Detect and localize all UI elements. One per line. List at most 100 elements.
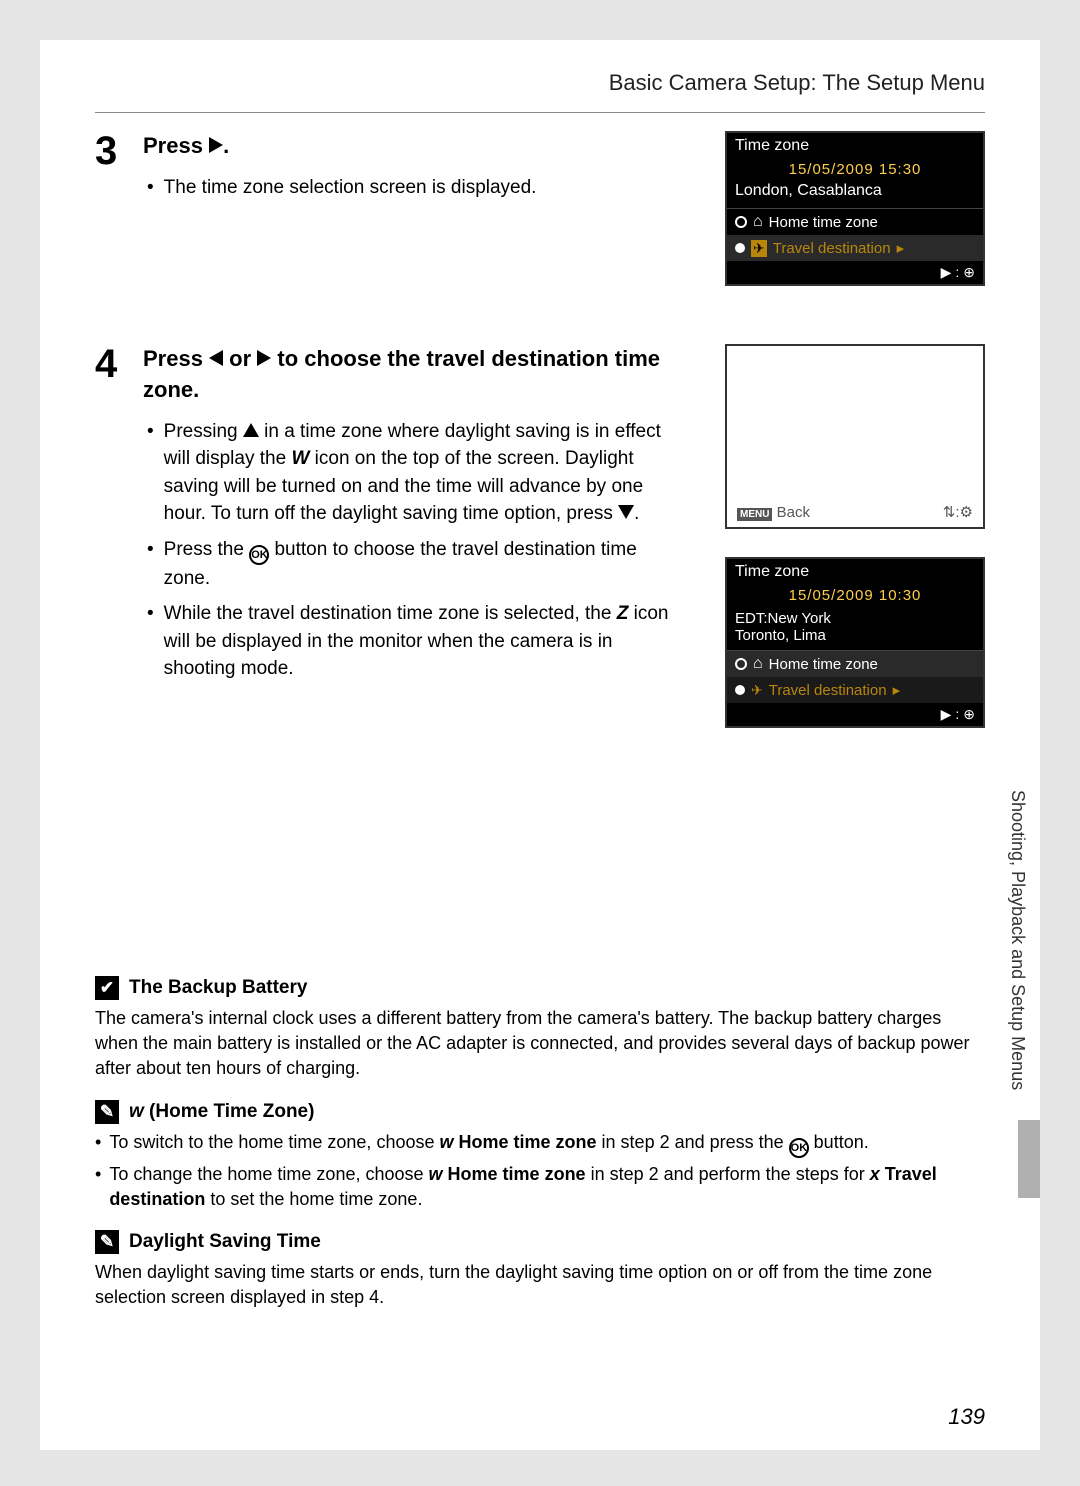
divider [95, 112, 985, 113]
step-body: Press . The time zone selection screen i… [143, 131, 687, 314]
bullet-text: While the travel destination time zone i… [164, 600, 687, 683]
back-label: Back [777, 504, 810, 521]
bold: Home time zone [448, 1164, 586, 1184]
up-arrow-icon [243, 423, 259, 437]
lcd-column: MENU Back ⇅:⚙ Time zone 15/05/2009 10:30… [725, 344, 985, 756]
heading-text: The Backup Battery [129, 977, 307, 999]
bullet-text: The time zone selection screen is displa… [164, 174, 687, 202]
ok-button-icon: OK [789, 1138, 809, 1158]
plane-icon: ✈ [751, 682, 763, 699]
x-symbol: x [870, 1164, 880, 1184]
t: in step 2 and press the [597, 1132, 789, 1152]
note-body: When daylight saving time starts or ends… [95, 1260, 985, 1310]
bullet-text: Press the OK button to choose the travel… [164, 536, 687, 593]
radio-icon [735, 658, 747, 670]
updown-icon: ⇅:⚙ [943, 503, 973, 521]
label: Home time zone [769, 214, 878, 231]
t: Pressing [164, 421, 243, 442]
lcd-location-2: Toronto, Lima [727, 627, 983, 650]
page-number: 139 [948, 1404, 985, 1430]
menu-back: MENU Back [737, 504, 810, 521]
step-heading: Press . [143, 131, 687, 162]
lcd-footer: ▶:⊕ [727, 703, 983, 726]
lcd-bottom-bar: MENU Back ⇅:⚙ [727, 497, 983, 527]
label: Travel destination [773, 240, 891, 257]
lcd-travel-option: ✈ Travel destination ▸ [727, 235, 983, 261]
lcd-location: London, Casablanca [727, 180, 983, 208]
ok-button-icon: OK [249, 545, 269, 565]
note-heading-home: ✎ w (Home Time Zone) [95, 1100, 985, 1124]
chevron-right-icon: ▸ [897, 239, 905, 257]
globe-icon: ⊕ [963, 264, 975, 281]
globe-icon: ⊕ [963, 706, 975, 723]
w-symbol: w [129, 1101, 144, 1122]
t: While the travel destination time zone i… [164, 603, 617, 624]
lcd-blank-screen: MENU Back ⇅:⚙ [725, 344, 985, 529]
step-text: Pressing in a time zone where daylight s… [143, 418, 687, 683]
step-number: 3 [95, 131, 125, 314]
heading-text: w (Home Time Zone) [129, 1101, 314, 1123]
step-3: 3 Press . The time zone selection screen… [95, 131, 985, 314]
play-icon: ▶ [941, 264, 952, 281]
w-symbol: W [291, 448, 309, 469]
lcd-home-option: ⌂ Home time zone [727, 650, 983, 677]
side-section-label: Shooting, Playback and Setup Menus [1007, 790, 1028, 1090]
note-heading-backup: ✔ The Backup Battery [95, 976, 985, 1000]
left-arrow-icon [209, 350, 223, 366]
bold: Home time zone [459, 1132, 597, 1152]
step-body: Press or to choose the travel destinatio… [143, 344, 687, 756]
lcd-footer: ▶:⊕ [727, 261, 983, 284]
t: . [634, 503, 639, 524]
down-arrow-icon [618, 505, 634, 519]
lcd-title: Time zone [727, 133, 983, 159]
z-symbol: Z [617, 603, 629, 624]
bullet-text: To change the home time zone, choose w H… [109, 1162, 985, 1212]
step-number: 4 [95, 344, 125, 756]
lcd-screen-1: Time zone 15/05/2009 15:30 London, Casab… [725, 131, 985, 286]
right-arrow-icon [257, 350, 271, 366]
home-icon: ⌂ [753, 213, 763, 231]
text: Press [143, 133, 209, 158]
menu-tag: MENU [737, 508, 772, 521]
t: in step 2 and perform the steps for [586, 1164, 870, 1184]
lcd-title: Time zone [727, 559, 983, 585]
step-text: The time zone selection screen is displa… [143, 174, 687, 202]
t: ⇅ [943, 504, 956, 521]
bullet-text: Pressing in a time zone where daylight s… [164, 418, 687, 528]
right-arrow-icon [209, 137, 223, 153]
lcd-location-1: EDT:New York [727, 606, 983, 627]
t: (Home Time Zone) [144, 1101, 315, 1122]
lcd-travel-option: ✈ Travel destination ▸ [727, 677, 983, 703]
manual-page: Basic Camera Setup: The Setup Menu 3 Pre… [40, 40, 1040, 1450]
label: Home time zone [769, 656, 878, 673]
plane-icon: ✈ [751, 240, 767, 257]
w-symbol: w [429, 1164, 443, 1184]
t: To switch to the home time zone, choose [109, 1132, 439, 1152]
header-title: Basic Camera Setup: The Setup Menu [95, 70, 985, 106]
pencil-icon: ✎ [95, 1100, 119, 1124]
step-4: 4 Press or to choose the travel destinat… [95, 344, 985, 756]
check-icon: ✔ [95, 976, 119, 1000]
lcd-date: 15/05/2009 15:30 [727, 159, 983, 180]
lcd-home-option: ⌂ Home time zone [727, 208, 983, 235]
t: button. [809, 1132, 869, 1152]
note-body: The camera's internal clock uses a diffe… [95, 1006, 985, 1082]
note-body: To switch to the home time zone, choose … [95, 1130, 985, 1212]
home-icon: ⌂ [753, 655, 763, 673]
w-symbol: w [439, 1132, 453, 1152]
radio-icon [735, 216, 747, 228]
pencil-icon: ✎ [95, 1230, 119, 1254]
text: . [223, 133, 229, 158]
label: Travel destination [769, 682, 887, 699]
t: to set the home time zone. [205, 1189, 422, 1209]
lcd-date: 15/05/2009 10:30 [727, 585, 983, 606]
radio-selected-icon [735, 685, 745, 695]
heading-text: Daylight Saving Time [129, 1231, 321, 1253]
t: Press the [164, 539, 250, 560]
bullet-text: To switch to the home time zone, choose … [109, 1130, 985, 1158]
radio-selected-icon [735, 243, 745, 253]
lcd-screen-2: Time zone 15/05/2009 10:30 EDT:New York … [725, 557, 985, 728]
chevron-right-icon: ▸ [893, 681, 901, 699]
t: ⚙ [960, 504, 973, 521]
notes-section: ✔ The Backup Battery The camera's intern… [95, 976, 985, 1310]
